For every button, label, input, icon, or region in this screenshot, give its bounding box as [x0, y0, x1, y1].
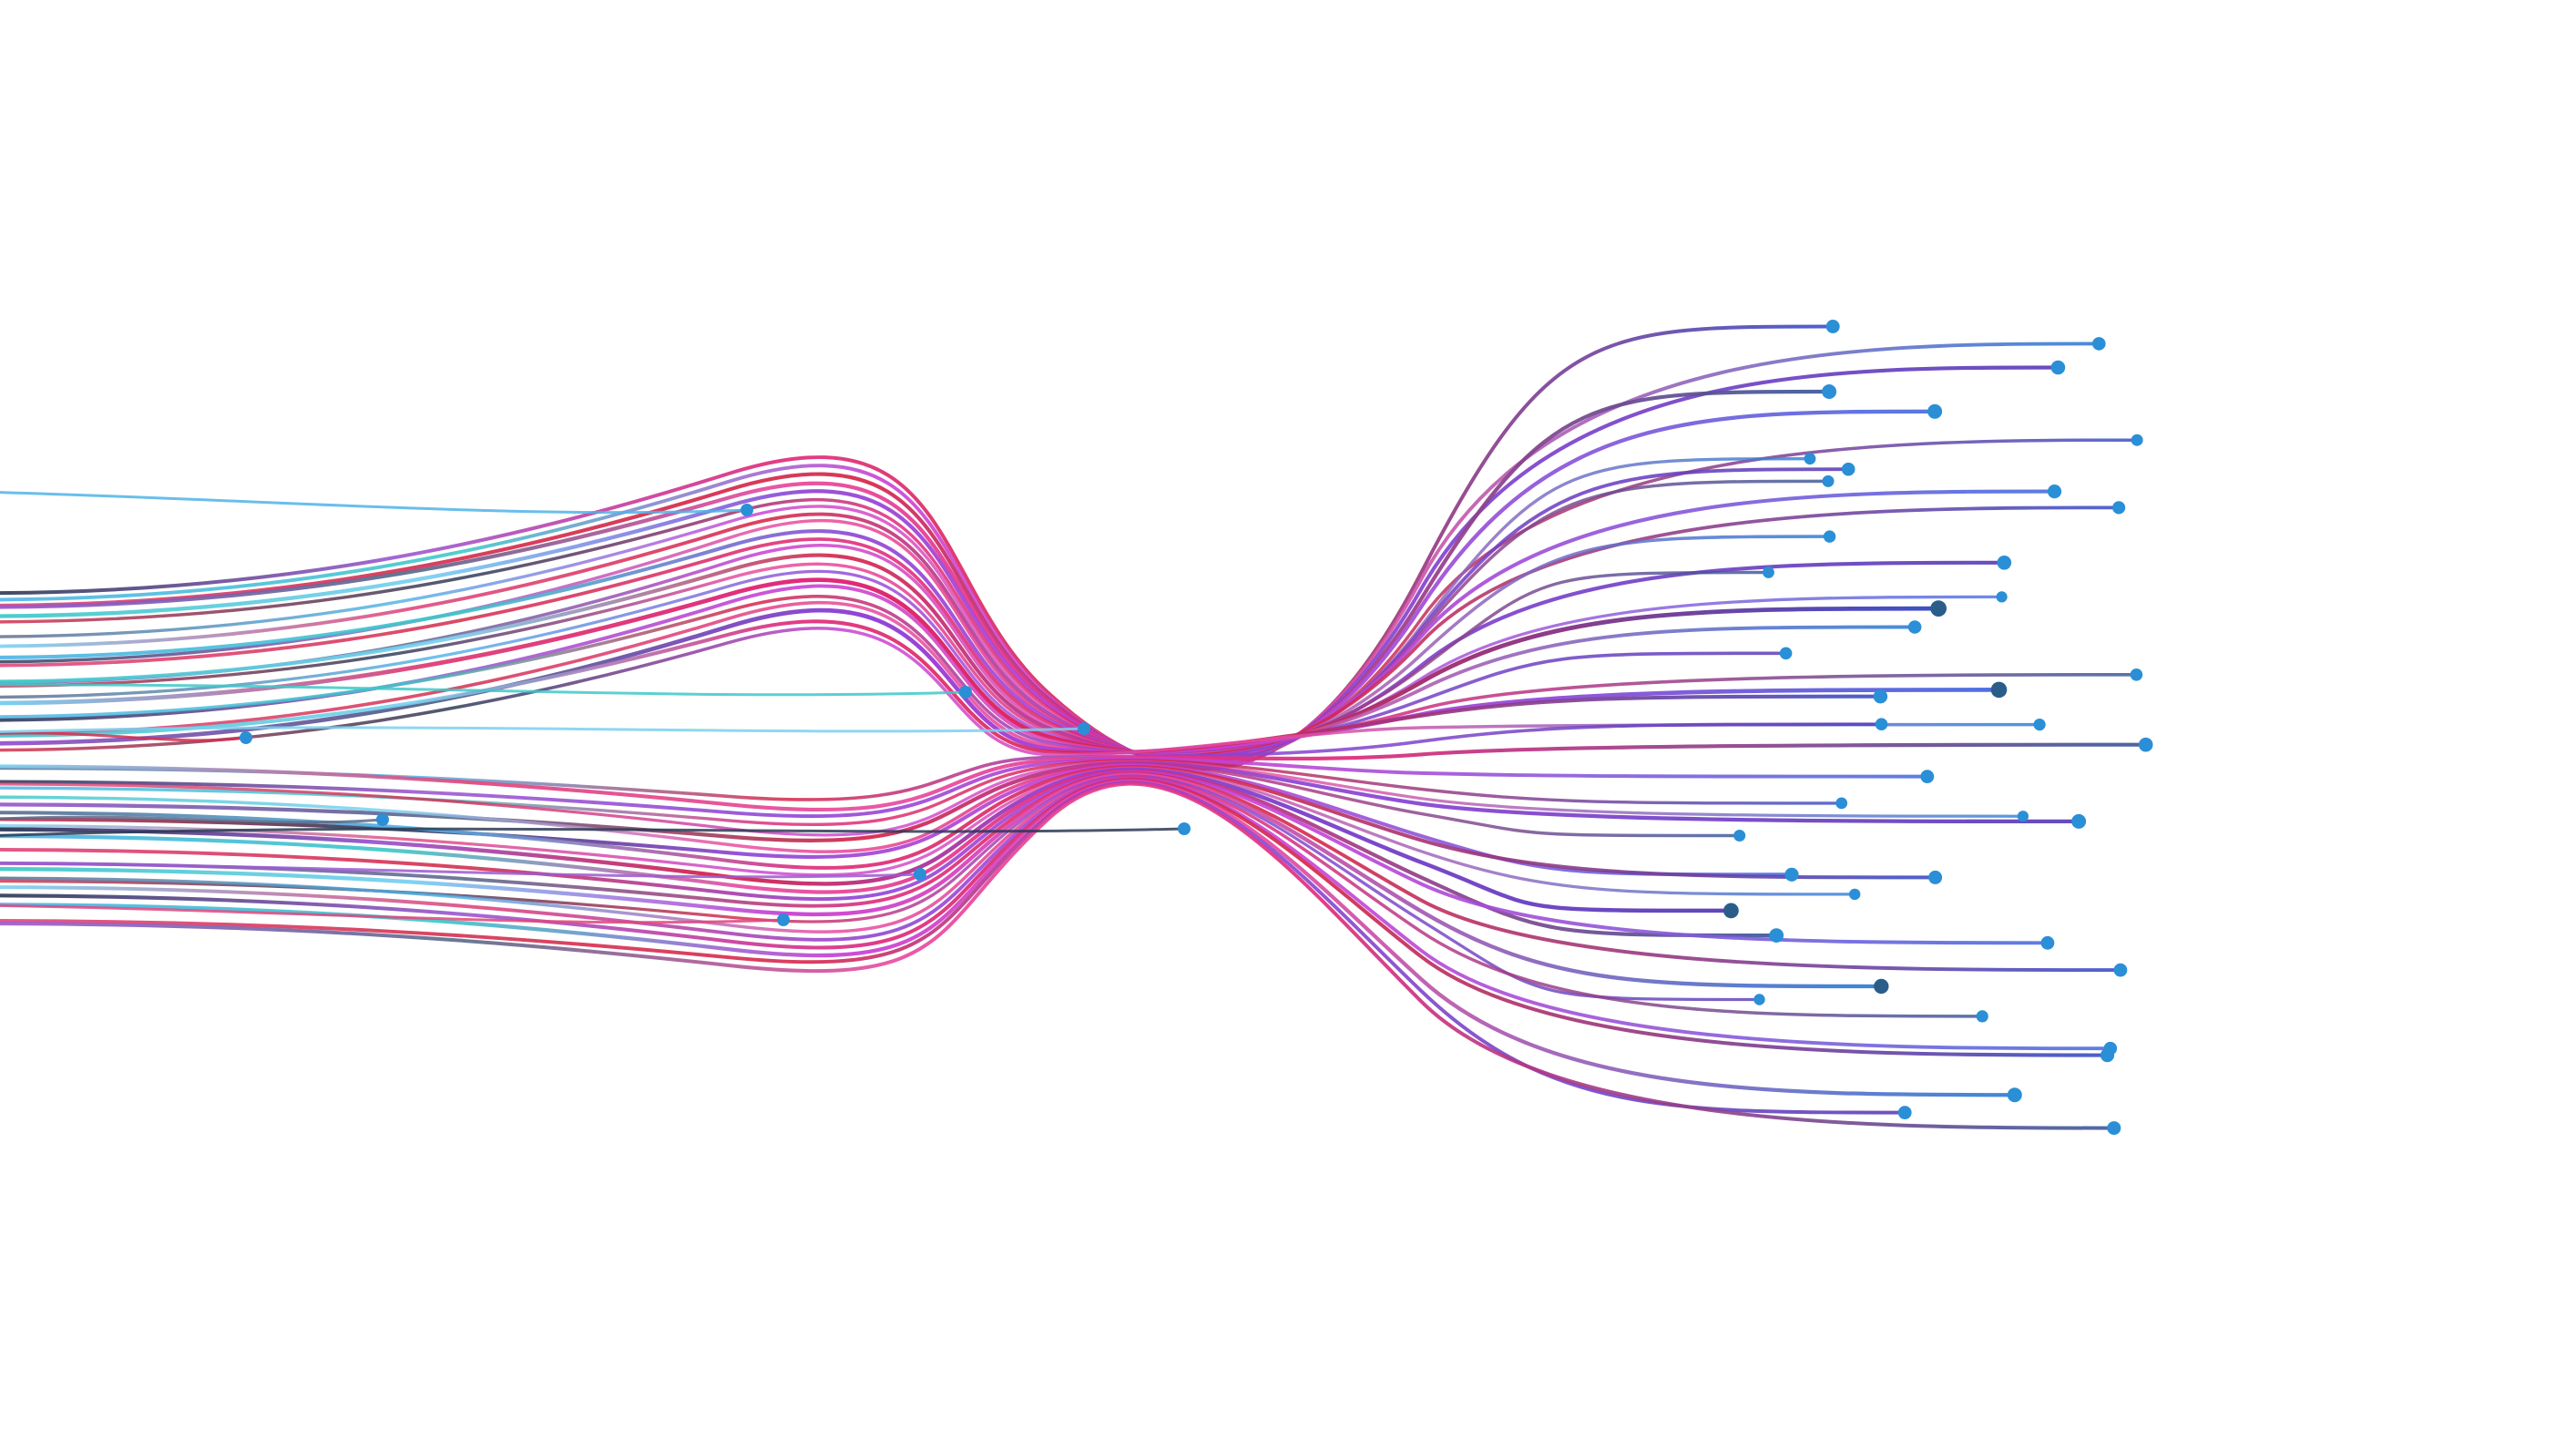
fiber-tip	[1769, 928, 1784, 943]
fiber-tip	[2138, 737, 2153, 752]
fiber-strand	[0, 772, 1884, 989]
fiber-tip	[1897, 1106, 1912, 1119]
fiber-tip	[2007, 1087, 2022, 1103]
fiber-strand	[0, 778, 2110, 1057]
fiber-tip	[2107, 1121, 2121, 1136]
fiber-strand	[0, 457, 1812, 765]
fiber-strand	[0, 577, 1941, 756]
fiber-strand	[0, 594, 1788, 754]
fiber-strand-short	[0, 827, 1186, 837]
fiber-tip	[2071, 813, 2087, 829]
fiber-strand	[0, 777, 2112, 1051]
fiber-tip	[1753, 994, 1765, 1005]
fiber-tip	[1723, 903, 1739, 919]
fiber-strand	[0, 619, 1883, 755]
fiber-strand	[0, 771, 2122, 973]
fiber-strand	[0, 467, 1851, 764]
fiber-tip	[2040, 935, 2055, 950]
fiber-strand	[0, 767, 1733, 913]
fiber-tip	[1976, 1010, 1988, 1023]
fiber-tip	[1733, 830, 1746, 842]
fiber-strand	[0, 775, 1984, 1018]
fiber-strand-group	[0, 324, 2148, 1130]
fiber-tip	[1822, 474, 1835, 487]
fiber-tip	[741, 504, 753, 516]
fiber-tip	[1825, 320, 1840, 333]
fiber-tip	[1873, 689, 1888, 704]
fiber-tip	[2113, 963, 2128, 977]
fiber-tip	[2092, 337, 2106, 351]
fiber-strand	[0, 766, 1856, 896]
fiber-tip	[1920, 770, 1935, 783]
fiber-strand-short	[0, 683, 967, 697]
fiber-strand-short	[0, 862, 922, 879]
fiber-tip	[2017, 811, 2029, 822]
fiber-strand	[0, 409, 1937, 767]
fiber-strand	[0, 600, 2139, 754]
fiber-strand	[0, 760, 2025, 837]
fiber-tip	[777, 913, 790, 926]
fiber-strand	[0, 389, 1832, 769]
fiber-strand	[0, 562, 1771, 758]
fiber-tip	[1784, 867, 1799, 882]
fiber-strand	[0, 757, 1929, 819]
fiber-tip	[1779, 647, 1793, 660]
fiber-tip	[1078, 722, 1090, 735]
fiber-tip	[1763, 566, 1774, 578]
fiber-strand	[0, 770, 2050, 945]
fiber-strand	[0, 553, 2007, 759]
fiber-tip	[1990, 681, 2008, 699]
fiber-tip-group	[240, 320, 2153, 1136]
fiber-strand-short	[0, 903, 785, 924]
fiber-strand	[0, 779, 2017, 1097]
fiber-tip	[2033, 719, 2046, 731]
fiber-tip	[1178, 822, 1191, 835]
fiber-strand	[0, 535, 1832, 760]
fiber-strand	[0, 489, 2057, 761]
fiber-strand-short	[0, 815, 384, 824]
fiber-strand	[0, 781, 2116, 1130]
fiber-tip	[2047, 485, 2062, 499]
fiber-tip	[1804, 453, 1816, 465]
fiber-strand	[0, 742, 2148, 812]
fiber-strand-short	[0, 726, 1086, 733]
fiber-tip	[1875, 718, 1888, 730]
fiber-strand	[0, 438, 2139, 766]
fiber-strand	[0, 505, 2121, 760]
fiber-tip	[240, 731, 252, 744]
fiber-tip	[914, 868, 926, 881]
fiber-strand	[0, 324, 1835, 771]
fiber-strand	[0, 762, 1742, 853]
fiber-tip	[1849, 888, 1861, 901]
fiber-strand-short	[0, 731, 248, 742]
fiber-tip	[1997, 556, 2012, 570]
fiber-tip	[1907, 620, 1922, 634]
fiber-tip	[2131, 434, 2143, 446]
fiber-tip	[1841, 462, 1855, 476]
fiber-tip	[1823, 530, 1836, 543]
fiber-tip	[1835, 797, 1848, 810]
fiber-tip	[2130, 668, 2143, 681]
fiber-tip	[1927, 403, 1943, 419]
fiber-tip	[376, 813, 389, 826]
fiber-tip	[1996, 591, 2008, 603]
fiber-strand-short	[0, 491, 749, 515]
fiber-tip	[1874, 978, 1889, 995]
fiber-tip	[959, 686, 972, 699]
fiber-strand	[0, 760, 2081, 843]
fiber-tip	[2100, 1048, 2115, 1063]
fiber-tip	[1822, 384, 1837, 399]
fiber-strand	[0, 569, 2004, 757]
fiber-tip	[2050, 360, 2066, 375]
fiber-tip	[2112, 501, 2126, 515]
fiber-tip	[1928, 870, 1943, 884]
fiber-strand	[0, 365, 2060, 769]
fiber-tip	[1930, 600, 1947, 617]
